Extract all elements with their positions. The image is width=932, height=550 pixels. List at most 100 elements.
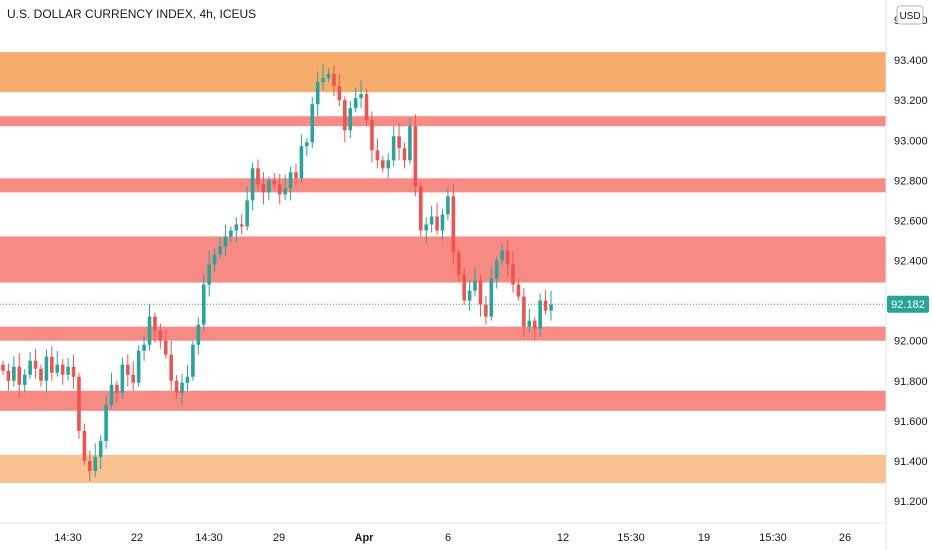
candle-body [22,374,27,385]
zones-layer [0,52,886,483]
candle-body [169,354,173,381]
candle-body [456,252,461,275]
x-tick-label: 14:30 [195,532,223,544]
candle-body [6,370,11,381]
x-tick-label: Apr [355,532,375,544]
candle-body [343,100,347,131]
candle-body [147,316,152,345]
candle-body [288,172,293,189]
candle-body [174,380,179,393]
candle-body [158,330,163,341]
candle-body [473,280,477,291]
x-tick-label: 15:30 [759,532,787,544]
y-tick-label: 92.600 [894,215,928,227]
y-axis-ticks: 93.60093.40093.20093.00092.80092.60092.4… [894,15,928,508]
candle-body [1,364,5,371]
candle-body [516,284,521,297]
candle-body [104,404,108,441]
candle-body [364,94,369,121]
zone-support [0,390,886,411]
candle-body [353,98,358,109]
y-tick-label: 91.400 [894,456,928,468]
y-tick-label: 91.200 [894,496,928,508]
candle-body [272,180,277,185]
candle-body [522,296,526,327]
y-tick-label: 92.400 [894,256,928,268]
candle-body [418,186,423,231]
candle-body [88,460,92,471]
candle-body [163,340,168,355]
candle-body [250,168,255,201]
candle-body [511,264,515,285]
x-tick-label: 15:30 [617,532,645,544]
candle-body [12,366,16,381]
y-tick-label: 91.600 [894,416,928,428]
candle-body [261,184,266,193]
candle-body [337,86,342,101]
zone-support [0,326,886,341]
last-price-label: 92.182 [891,299,925,311]
candle-body [17,366,22,385]
candle-body [370,120,374,151]
candle-body [55,364,60,373]
candle-body [180,382,184,393]
x-tick-label: 26 [839,532,851,544]
candle-body [207,264,211,285]
y-tick-label: 93.000 [894,135,928,147]
candle-body [71,366,76,377]
candle-body [185,376,190,383]
candle-body [359,94,363,99]
x-tick-label: 29 [273,532,285,544]
candle-body [424,224,429,231]
candle-body [131,374,136,383]
currency-unit-box[interactable]: USD [896,5,924,25]
candle-body [375,150,380,161]
candle-body [245,200,249,227]
candle-body [402,148,407,161]
candle-body [310,104,315,143]
x-tick-label: 19 [698,532,710,544]
candle-body [413,126,418,187]
x-tick-label: 12 [557,532,569,544]
candle-body [391,136,396,161]
candle-body [267,180,271,193]
candle-body [451,196,456,253]
y-tick-label: 92.000 [894,336,928,348]
y-tick-label: 93.400 [894,55,928,67]
candle-body [201,284,206,325]
candle-body [229,230,233,237]
candle-body [125,364,130,375]
candle-body [429,216,434,225]
candle-body [543,300,548,311]
candle-body [408,126,412,161]
y-tick-label: 91.800 [894,376,928,388]
candle-body [109,384,114,405]
candle-body [120,364,125,393]
candle-body [39,368,43,381]
y-tick-label: 92.800 [894,175,928,187]
candle-body [467,290,472,301]
candle-body [484,304,488,317]
last-price-badge: 92.182 [887,295,929,313]
candle-body [191,344,195,377]
zone-demand [0,454,886,483]
candle-body [196,324,201,345]
candle-body [527,320,532,327]
candle-body [33,360,38,369]
candle-body [348,108,353,131]
candle-body [77,376,81,431]
candle-body [212,254,217,265]
zone-resistance [0,116,886,127]
candle-body [66,366,70,375]
candle-body [60,364,65,375]
candle-body [326,74,331,79]
candle-body [532,320,537,329]
candle-body [294,172,298,179]
candle-body [234,224,239,231]
candle-body [386,160,391,169]
candle-body [381,160,385,169]
x-tick-label: 22 [131,532,143,544]
y-tick-label: 93.200 [894,95,928,107]
candle-body [153,316,157,331]
candle-body [462,274,466,301]
